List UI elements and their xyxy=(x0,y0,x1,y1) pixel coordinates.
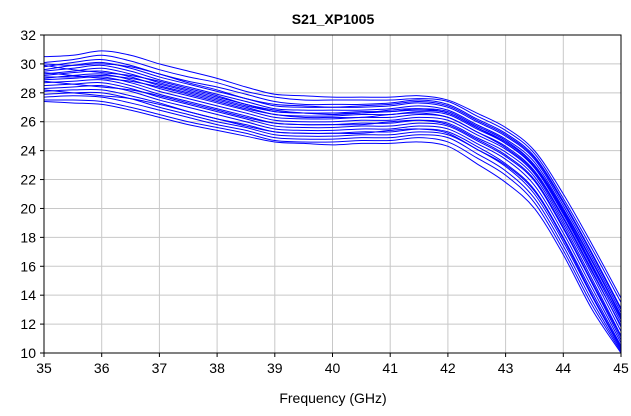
x-tick-label: 36 xyxy=(94,360,110,376)
series-line xyxy=(43,89,622,348)
x-tick-label: 37 xyxy=(152,360,168,376)
y-tick-label: 22 xyxy=(20,172,36,188)
y-tick-label: 20 xyxy=(20,200,36,216)
y-tick-label: 18 xyxy=(20,229,36,245)
x-tick-label: 43 xyxy=(498,360,514,376)
x-tick-label: 40 xyxy=(325,360,341,376)
y-tick-label: 26 xyxy=(20,114,36,130)
x-tick-label: 45 xyxy=(613,360,629,376)
series-line xyxy=(43,64,622,316)
series-line xyxy=(43,91,622,349)
grid xyxy=(44,35,621,353)
series-line xyxy=(43,76,622,332)
y-tick-label: 14 xyxy=(20,287,36,303)
series-line xyxy=(43,63,622,310)
series-line xyxy=(43,74,622,318)
x-tick-label: 35 xyxy=(36,360,52,376)
chart-title: S21_XP1005 xyxy=(292,11,375,27)
series-line xyxy=(43,100,622,354)
y-tick-label: 28 xyxy=(20,85,36,101)
x-tick-label: 38 xyxy=(209,360,225,376)
series-line xyxy=(43,95,622,351)
x-tick-label: 42 xyxy=(440,360,456,376)
series-line xyxy=(43,59,622,309)
x-tick-label: 44 xyxy=(556,360,572,376)
y-tick-label: 32 xyxy=(20,27,36,43)
y-tick-label: 16 xyxy=(20,258,36,274)
series-line xyxy=(43,80,622,338)
y-tick-label: 12 xyxy=(20,316,36,332)
series-line xyxy=(43,70,622,323)
tick-labels: 35 36 37 38 39 40 41 42 43 44 45 10 12 14 16 18 20 22 24 26… xyxy=(20,27,629,376)
series-line xyxy=(43,72,622,326)
series-line xyxy=(43,99,622,352)
series-line xyxy=(43,64,622,319)
y-tick-label: 30 xyxy=(20,56,36,72)
series-line xyxy=(43,54,622,303)
x-tick-label: 39 xyxy=(267,360,283,376)
x-axis-label: Frequency (GHz) xyxy=(279,390,386,406)
x-tick-label: 41 xyxy=(382,360,398,376)
series-line xyxy=(43,50,622,299)
y-tick-label: 24 xyxy=(20,143,36,159)
series-line xyxy=(43,84,622,344)
y-tick-label: 10 xyxy=(20,345,36,361)
series-line xyxy=(43,73,622,328)
series-group xyxy=(43,50,622,354)
series-line xyxy=(43,82,622,341)
